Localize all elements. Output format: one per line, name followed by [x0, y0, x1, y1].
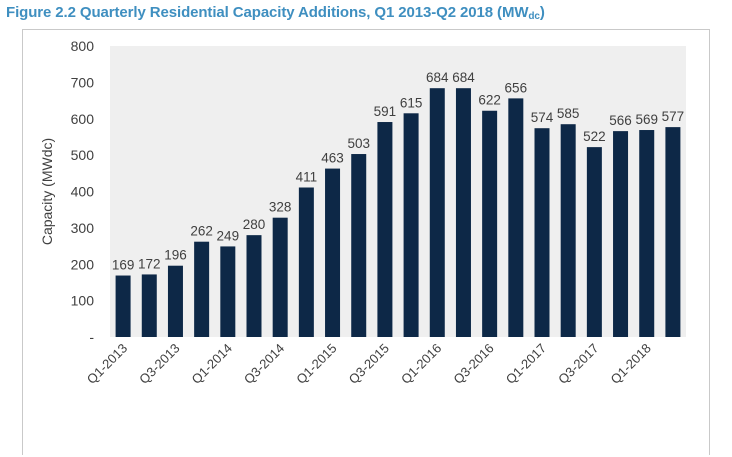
data-label: 196 [164, 248, 187, 263]
data-label: 574 [531, 110, 554, 125]
bar [403, 113, 419, 337]
bar [194, 241, 210, 337]
x-tick-label: Q3-2015 [346, 341, 392, 387]
bar [167, 265, 183, 337]
y-tick-label: 400 [71, 184, 95, 200]
data-label: 591 [374, 104, 397, 119]
bar [220, 246, 236, 337]
bar [141, 274, 157, 337]
bar [272, 217, 288, 337]
bar [482, 110, 498, 337]
bar [639, 130, 655, 337]
bar [665, 127, 681, 338]
figure-title-subscript: dc [528, 11, 540, 22]
y-tick-label: 700 [71, 74, 95, 90]
y-tick-label: 600 [71, 111, 95, 127]
bar [246, 235, 262, 337]
x-tick-label: Q3-2017 [555, 341, 601, 387]
data-label: 684 [452, 70, 475, 85]
y-axis-title: Capacity (MWdc) [39, 138, 55, 245]
data-label: 280 [243, 217, 266, 232]
data-label: 249 [217, 228, 240, 243]
data-label: 172 [138, 256, 161, 271]
bar [560, 124, 576, 337]
y-tick-label: 200 [71, 256, 95, 272]
figure-title: Figure 2.2 Quarterly Residential Capacit… [6, 4, 545, 22]
x-tick-label: Q1-2017 [503, 341, 549, 387]
x-tick-label: Q1-2014 [189, 341, 235, 387]
bar [377, 122, 393, 338]
figure-title-main: Figure 2.2 Quarterly Residential Capacit… [6, 4, 529, 21]
bar [298, 187, 314, 337]
data-label: 585 [557, 106, 580, 121]
x-tick-label: Q3-2014 [241, 341, 287, 387]
bar [455, 88, 471, 337]
y-tick-label: - [89, 329, 94, 345]
data-label: 622 [478, 93, 501, 108]
x-tick-label: Q1-2018 [607, 341, 653, 387]
data-label: 262 [190, 224, 213, 239]
data-label: 615 [400, 95, 423, 110]
data-label: 503 [347, 136, 370, 151]
data-label: 577 [662, 109, 685, 124]
data-label: 411 [296, 169, 318, 184]
data-label: 463 [321, 151, 344, 166]
x-tick-label: Q1-2015 [293, 341, 339, 387]
bars [115, 88, 681, 338]
x-tick-label: Q1-2016 [398, 341, 444, 387]
data-label: 328 [269, 200, 292, 215]
x-tick-label: Q3-2013 [136, 341, 182, 387]
y-tick-label: 500 [71, 147, 95, 163]
bar [613, 131, 629, 337]
y-tick-label: 100 [71, 293, 95, 309]
y-tick-label: 300 [71, 220, 95, 236]
data-label: 656 [505, 80, 528, 95]
data-label: 684 [426, 70, 449, 85]
bar [534, 128, 550, 337]
bar [325, 168, 341, 337]
bar [115, 275, 131, 337]
data-label: 569 [635, 112, 658, 127]
data-label: 566 [609, 113, 632, 128]
figure-title-end: ) [539, 4, 545, 21]
x-tick-label: Q3-2016 [450, 341, 496, 387]
y-axis-ticks: - 100 200 300 400 500 600 700 800 [71, 38, 95, 345]
data-label: 522 [583, 129, 606, 144]
bar [429, 88, 445, 337]
bar [351, 154, 367, 337]
x-tick-label: Q1-2013 [84, 341, 130, 387]
y-tick-label: 800 [71, 38, 95, 54]
bar [508, 98, 524, 337]
data-label: 169 [112, 258, 135, 273]
x-axis-ticks: Q1-2013 Q3-2013 Q1-2014 Q3-2014 Q1-2015 Q3-20… [84, 341, 654, 387]
bar [586, 147, 602, 337]
chart-frame [22, 29, 710, 455]
